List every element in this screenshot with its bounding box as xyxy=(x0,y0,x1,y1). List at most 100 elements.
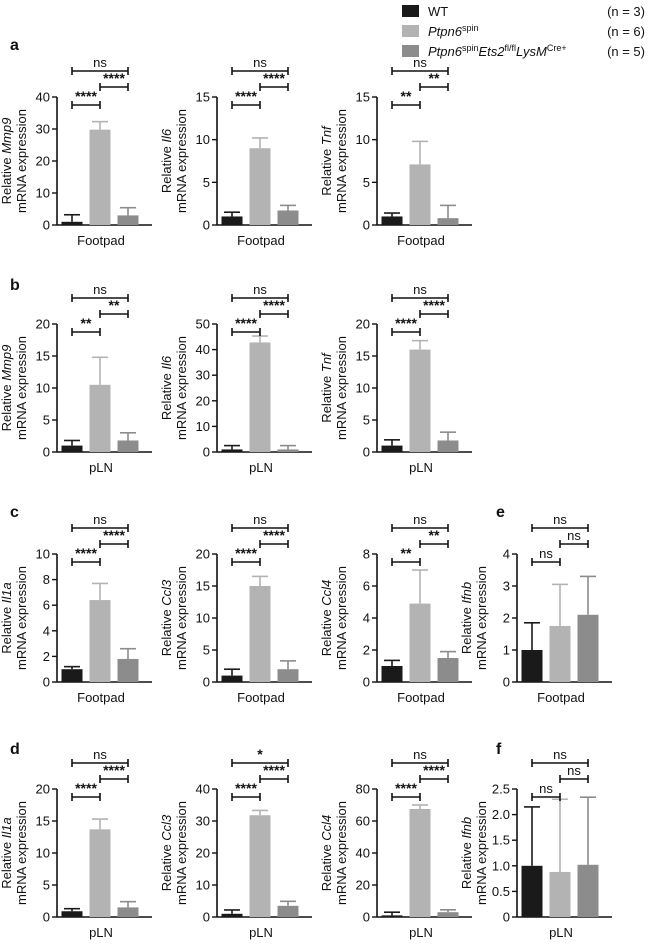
sig-label: ** xyxy=(401,88,412,104)
y-axis-label-gene: Ccl4 xyxy=(319,815,334,841)
sig-label: * xyxy=(257,746,263,762)
y-axis-label: Relative Il1a xyxy=(0,817,14,889)
y-tick-label: 8 xyxy=(363,547,370,562)
legend-label-part: Ptpn6 xyxy=(428,44,463,59)
y-axis-label: Relative Ccl4 xyxy=(319,815,334,892)
legend-label: WT xyxy=(428,4,448,19)
y-axis-label-prefix: Relative xyxy=(159,606,174,657)
y-axis-label-line2: mRNA expression xyxy=(14,566,29,670)
y-tick-label: 15 xyxy=(356,90,370,105)
y-tick-label: 5 xyxy=(363,175,370,190)
y-tick-label: 5 xyxy=(203,175,210,190)
y-tick-label: 6 xyxy=(43,598,50,613)
bar-wt xyxy=(521,650,543,682)
y-tick-label: 0 xyxy=(363,910,370,925)
y-tick-label: 10 xyxy=(356,132,370,147)
y-axis-label-line2: mRNA expression xyxy=(174,336,189,440)
bar-wt xyxy=(381,666,403,682)
y-axis-label: Relative Mmp9 xyxy=(0,118,14,205)
y-tick-label: 0 xyxy=(203,218,210,233)
y-axis-label: Relative Ccl3 xyxy=(159,579,174,656)
bar-ptpn6spin xyxy=(249,148,271,225)
y-tick-label: 15 xyxy=(36,814,50,829)
y-tick-label: 0 xyxy=(363,445,370,460)
bar-ptpn6spin xyxy=(409,809,431,917)
y-tick-label: 10 xyxy=(196,419,210,434)
legend-label-part: Cre+ xyxy=(547,43,567,53)
y-axis-label-prefix: Relative xyxy=(319,606,334,657)
x-axis-label: pLN xyxy=(249,925,273,940)
y-tick-label: 0 xyxy=(363,218,370,233)
y-axis-label-prefix: Relative xyxy=(459,604,474,655)
legend-label: Ptpn6spin xyxy=(428,23,479,39)
sig-label: ** xyxy=(429,70,440,86)
sig-label: ns xyxy=(413,55,427,70)
sig-label: ns xyxy=(253,55,267,70)
legend-n: (n = 5) xyxy=(607,44,645,59)
bar-ets2 xyxy=(577,864,599,917)
bar-ptpn6spin xyxy=(549,871,571,917)
x-axis-label: Footpad xyxy=(397,690,445,705)
sig-label: ns xyxy=(553,512,567,527)
y-axis-label-line2: mRNA expression xyxy=(334,109,349,213)
x-axis-label: Footpad xyxy=(397,233,445,248)
sig-label: **** xyxy=(75,780,97,796)
sig-label: ns xyxy=(539,546,553,561)
bar-ets2 xyxy=(437,440,459,452)
bar-ptpn6spin xyxy=(409,603,431,682)
y-tick-label: 80 xyxy=(356,782,370,797)
y-axis-label-line2: mRNA expression xyxy=(174,566,189,670)
y-tick-label: 40 xyxy=(356,846,370,861)
sig-label: ns xyxy=(93,512,107,527)
y-tick-label: 30 xyxy=(196,368,210,383)
panel-a3: 0 5 10 15 Relative Tnf mRNA expression Footpad… xyxy=(319,55,472,248)
y-axis-label-gene: Mmp9 xyxy=(0,118,14,154)
bar-wt xyxy=(381,915,403,917)
sig-label: ** xyxy=(429,527,440,543)
y-tick-label: 0.5 xyxy=(492,884,510,899)
sig-label: **** xyxy=(75,88,97,104)
y-axis-label-line2: mRNA expression xyxy=(14,801,29,905)
y-tick-label: 40 xyxy=(36,90,50,105)
y-tick-label: 0 xyxy=(503,910,510,925)
sig-label: **** xyxy=(263,70,285,86)
bar-ets2 xyxy=(437,658,459,682)
y-tick-label: 10 xyxy=(196,611,210,626)
bar-ets2 xyxy=(277,210,299,225)
y-tick-label: 0 xyxy=(43,445,50,460)
panel-letter: f xyxy=(496,741,502,758)
sig-label: **** xyxy=(235,88,257,104)
x-axis-label: pLN xyxy=(409,460,433,475)
y-tick-label: 0 xyxy=(43,218,50,233)
x-axis-label: pLN xyxy=(249,460,273,475)
panel-letter: e xyxy=(496,504,505,521)
legend-label-part: WT xyxy=(428,4,448,19)
y-tick-label: 1.0 xyxy=(492,858,510,873)
sig-label: ns xyxy=(567,528,581,543)
y-axis-label-gene: Il6 xyxy=(159,355,174,370)
y-tick-label: 3 xyxy=(503,579,510,594)
sig-label: ns xyxy=(93,55,107,70)
y-tick-label: 6 xyxy=(363,579,370,594)
y-tick-label: 10 xyxy=(36,846,50,861)
x-axis-label: pLN xyxy=(89,460,113,475)
sig-label: ns xyxy=(413,282,427,297)
y-tick-label: 5 xyxy=(363,413,370,428)
y-axis-label: Relative Ccl3 xyxy=(159,814,174,891)
y-tick-label: 40 xyxy=(196,782,210,797)
y-axis-label-line2: mRNA expression xyxy=(334,336,349,440)
bar-ptpn6spin xyxy=(409,164,431,225)
y-axis-label: Relative Ifnb xyxy=(459,817,474,889)
y-tick-label: 15 xyxy=(196,90,210,105)
panel-c1: c 0 2 4 6 8 10 Relative Il1a mRNA expression Foot… xyxy=(0,504,152,705)
y-tick-label: 2 xyxy=(43,649,50,664)
panel-d2: 0 10 20 30 40 Relative Ccl3 mRNA expression pLN… xyxy=(159,746,312,940)
sig-label: **** xyxy=(75,545,97,561)
x-axis-label: Footpad xyxy=(537,690,585,705)
y-tick-label: 4 xyxy=(503,547,510,562)
y-axis-label-prefix: Relative xyxy=(319,372,334,423)
sig-label: **** xyxy=(103,527,125,543)
y-axis-label-line2: mRNA expression xyxy=(174,109,189,213)
sig-label: **** xyxy=(395,780,417,796)
sig-label: ns xyxy=(93,747,107,762)
